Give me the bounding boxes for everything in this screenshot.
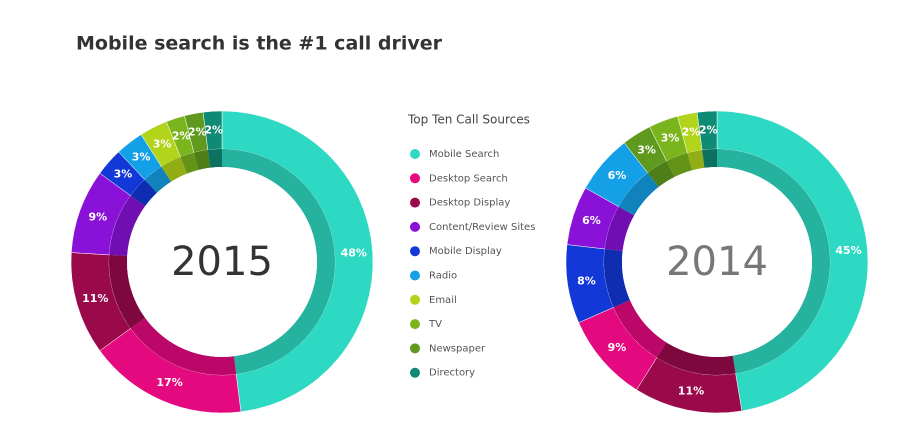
slice-shade: [180, 152, 199, 174]
value-label: 2%: [204, 123, 223, 136]
slice-inner: [618, 172, 659, 216]
slice-shade: [613, 300, 667, 358]
slice-inner: [702, 149, 717, 168]
slice-inner: [130, 317, 237, 375]
slice-shade: [109, 254, 146, 329]
legend-label: Content/Review Sites: [429, 222, 535, 233]
legend-label: Desktop Display: [429, 198, 510, 209]
slice-shade: [603, 248, 631, 308]
legend-title: Top Ten Call Sources: [407, 113, 530, 127]
slice-shade: [193, 149, 211, 170]
center-label: 2015: [171, 239, 273, 285]
legend-swatch: [410, 149, 420, 159]
value-label: 2%: [699, 123, 718, 136]
slice-shade: [130, 179, 157, 207]
value-label: 2%: [188, 125, 207, 138]
slice-shade: [207, 149, 222, 168]
legend-swatch: [410, 221, 420, 232]
legend-swatch: [410, 319, 420, 330]
value-label: 9%: [88, 210, 107, 223]
value-label: 2%: [682, 126, 701, 139]
legend-label: TV: [428, 319, 442, 330]
slice-shade: [656, 342, 736, 375]
slice-shade: [604, 206, 635, 252]
slice-shade: [130, 317, 237, 375]
legend-label: Desktop Search: [429, 173, 508, 184]
slice-inner: [656, 342, 736, 375]
slice-inner: [130, 179, 157, 207]
legend-label: Directory: [429, 368, 475, 379]
slice-shade: [161, 156, 188, 182]
legend-label: Mobile Search: [429, 149, 499, 160]
slice-shade: [687, 149, 705, 171]
slice-inner: [180, 152, 199, 174]
value-label: 48%: [341, 247, 367, 260]
value-label: 11%: [678, 384, 704, 397]
slice-inner: [647, 160, 675, 188]
slice-shade: [666, 152, 693, 178]
value-label: 3%: [661, 132, 680, 145]
slice-shade: [702, 149, 717, 168]
slice-shade: [618, 172, 659, 216]
slice-inner: [109, 195, 146, 257]
legend-label: Email: [429, 295, 457, 306]
slice-shade: [222, 149, 336, 375]
slice-inner: [604, 206, 635, 252]
legend-swatch: [410, 367, 420, 378]
slice-shade: [647, 160, 675, 188]
slice-inner: [109, 254, 146, 329]
value-label: 3%: [132, 151, 151, 164]
slice-shade: [144, 166, 172, 193]
legend-label: Newspaper: [429, 343, 486, 354]
value-label: 3%: [153, 137, 172, 150]
center-label: 2014: [666, 239, 768, 285]
legend-swatch: [410, 197, 420, 208]
legend-label: Mobile Display: [429, 246, 502, 257]
slice-inner: [717, 149, 830, 374]
value-label: 6%: [608, 169, 627, 182]
slice-shade: [717, 149, 830, 374]
title: Mobile search is the #1 call driver: [76, 33, 443, 55]
value-label: 45%: [835, 244, 861, 257]
legend-swatch: [410, 246, 420, 257]
slice-inner: [687, 149, 705, 171]
legend-swatch: [410, 294, 420, 305]
value-label: 3%: [114, 168, 133, 181]
slice-inner: [144, 166, 172, 193]
slice: [221, 110, 374, 413]
value-label: 11%: [82, 292, 108, 305]
value-label: 6%: [582, 214, 601, 227]
donut-hole: [622, 167, 812, 357]
slice-inner: [161, 156, 188, 182]
value-label: 17%: [156, 376, 182, 389]
slice-inner: [207, 149, 222, 168]
value-label: 8%: [577, 275, 596, 288]
value-label: 3%: [637, 143, 656, 156]
slice-inner: [193, 149, 211, 170]
donut-hole: [127, 167, 317, 357]
legend-label: Radio: [429, 271, 457, 282]
slice-inner: [666, 152, 693, 178]
legend-swatch: [410, 270, 420, 281]
value-label: 2%: [172, 129, 191, 142]
slice-inner: [613, 300, 667, 358]
slice-inner: [603, 248, 631, 308]
value-label: 9%: [608, 341, 627, 354]
slice-shade: [109, 195, 146, 257]
legend-swatch: [410, 173, 420, 184]
legend-swatch: [410, 343, 420, 354]
slice-inner: [222, 149, 336, 375]
